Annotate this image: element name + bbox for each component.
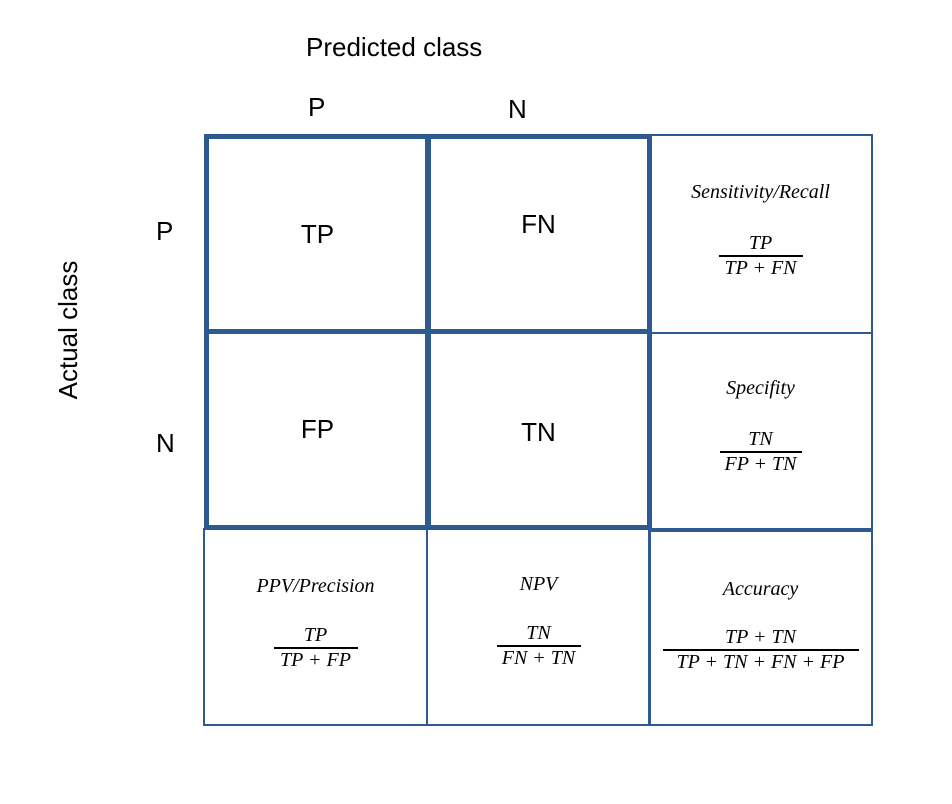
npv-cell: NPV TN FN + TN — [426, 528, 651, 726]
npv-denominator: FN + TN — [501, 647, 576, 669]
recall-denominator: TP + FN — [724, 257, 797, 279]
predicted-class-label: Predicted class — [306, 32, 483, 62]
specificity-cell: Specifity TN FP + TN — [648, 332, 873, 532]
tn-cell: TN — [425, 329, 652, 530]
fraction-bar — [273, 647, 358, 649]
specificity-denominator: FP + TN — [724, 453, 797, 475]
precision-formula: TP TP + FP — [205, 624, 426, 672]
actual-p-header: P — [156, 216, 174, 246]
actual-class-label: Actual class — [53, 260, 83, 400]
accuracy-label: Accuracy — [722, 578, 799, 600]
fraction-bar — [718, 255, 803, 257]
precision-numerator: TP — [303, 624, 328, 646]
precision-label: PPV/Precision — [256, 575, 375, 597]
fp-label: FP — [300, 414, 335, 444]
fraction-bar — [719, 451, 802, 453]
npv-label: NPV — [519, 573, 558, 595]
recall-formula: TP TP + FN — [650, 232, 871, 280]
recall-label: Sensitivity/Recall — [691, 181, 830, 203]
recall-numerator: TP — [748, 232, 773, 254]
accuracy-numerator: TP + TN — [725, 626, 796, 648]
fraction-bar — [662, 649, 859, 651]
specificity-label: Specifity — [726, 377, 795, 399]
specificity-formula: TN FP + TN — [650, 428, 871, 476]
tp-label: TP — [300, 219, 335, 249]
accuracy-cell: Accuracy TP + TN TP + TN + FN + FP — [648, 528, 873, 726]
fn-label: FN — [521, 209, 556, 239]
accuracy-formula: TP + TN TP + TN + FN + FP — [650, 626, 871, 674]
accuracy-denominator: TP + TN + FN + FP — [676, 651, 845, 673]
npv-numerator: TN — [526, 622, 551, 644]
specificity-numerator: TN — [748, 428, 773, 450]
predicted-n-header: N — [508, 94, 527, 124]
precision-cell: PPV/Precision TP TP + FP — [203, 528, 428, 726]
tn-label: TN — [521, 417, 556, 447]
fn-cell: FN — [425, 134, 652, 334]
recall-cell: Sensitivity/Recall TP TP + FN — [648, 134, 873, 334]
npv-formula: TN FN + TN — [428, 622, 649, 670]
fp-cell: FP — [204, 329, 431, 530]
precision-denominator: TP + FP — [280, 649, 351, 671]
predicted-p-header: P — [308, 92, 326, 122]
fraction-bar — [496, 645, 581, 647]
actual-n-header: N — [156, 428, 175, 458]
tp-cell: TP — [204, 134, 431, 334]
